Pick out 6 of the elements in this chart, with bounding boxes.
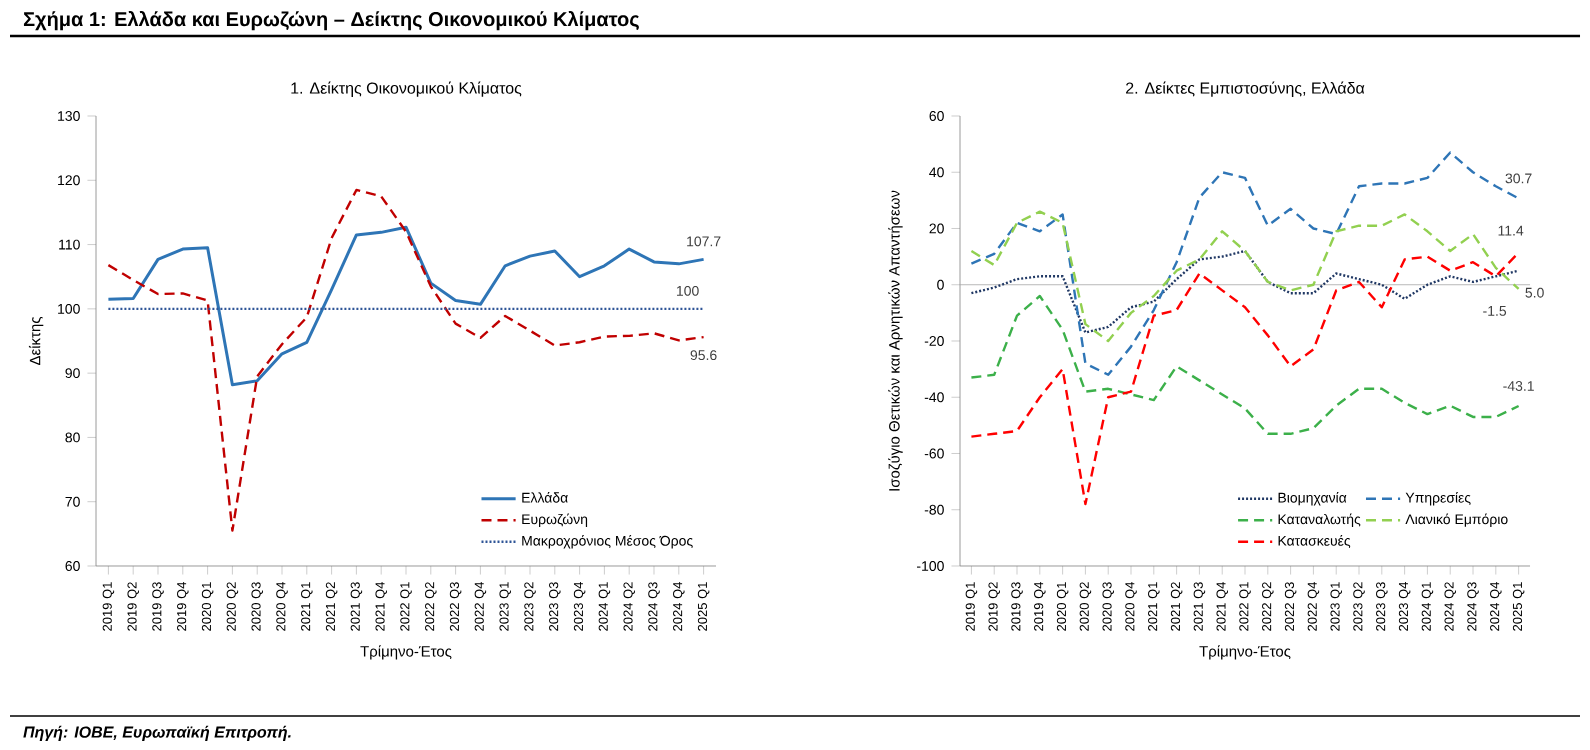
chart-title: 2. Δείκτες Εμπιστοσύνης, Ελλάδα	[1126, 81, 1365, 97]
text: Πηγή: ΙΟΒΕ, Ευρωπαϊκή Επιτροπή.	[23, 725, 291, 741]
text: Σχήμα 1: Ελλάδα και Ευρωζώνη – Δείκτης Οικονομικού Κλίματος	[23, 11, 639, 31]
chart-title: 1. Δείκτης Οικονομικού Κλίματος	[291, 81, 522, 97]
line-series	[970, 249, 1520, 334]
line-series	[970, 210, 1520, 343]
